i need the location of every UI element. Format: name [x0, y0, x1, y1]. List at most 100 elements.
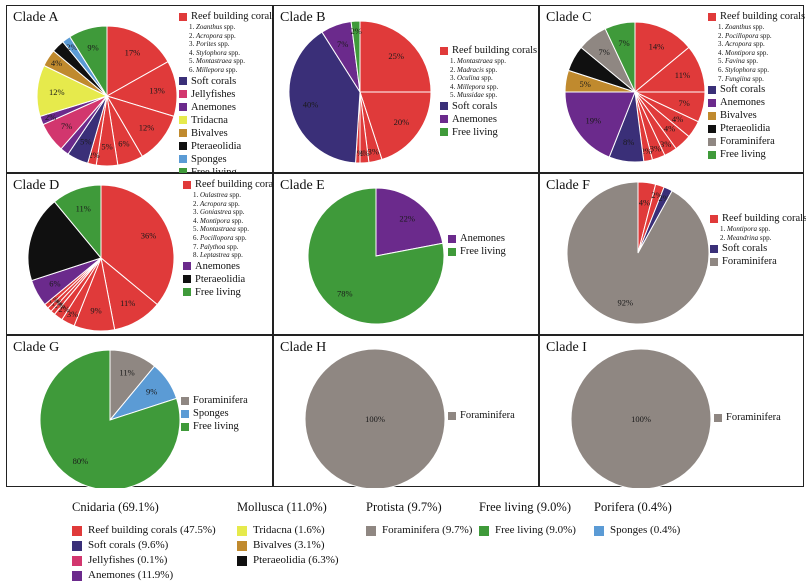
summary-group-protista-9-7: Protista (9.7%) Foraminifera (9.7%) — [366, 500, 472, 538]
pie-slice-pteraeolidia — [27, 201, 102, 282]
legend-entry-reef-building-corals: Reef building corals — [183, 178, 280, 191]
data-label: 36% — [141, 231, 157, 241]
legend-entry-pteraeolidia: Pteraeolidia — [183, 273, 280, 286]
pie-chart: 100% — [570, 348, 712, 488]
legend-swatch — [183, 262, 191, 271]
summary-label: Soft corals (9.6%) — [88, 539, 169, 551]
data-label: 2% — [58, 304, 69, 314]
legend-label: Free living — [460, 246, 506, 257]
data-label: 17% — [125, 47, 141, 57]
pie-slice-reef-building-corals-1 — [359, 20, 432, 93]
legend-entry-foraminifera: Foraminifera — [714, 411, 781, 424]
legend-swatch — [181, 409, 189, 418]
summary-swatch — [72, 570, 82, 581]
legend-label: Tridacna — [191, 114, 228, 126]
panel-title: Clade H — [280, 340, 327, 355]
legend-entry-free-living: Free living — [448, 245, 506, 258]
summary-swatch — [72, 540, 82, 551]
pie-slice-free-living — [39, 349, 181, 488]
pie-chart: 22% 78% — [307, 187, 445, 325]
data-label: 5% — [80, 137, 91, 147]
legend: Foraminifera Sponges Free living — [181, 394, 248, 433]
data-label: 4% — [664, 124, 675, 134]
legend-swatch — [708, 12, 716, 21]
summary-swatch — [237, 555, 247, 566]
panel-clade-a: Clade A 17% 13% 12% 6% 5% 2% 5% 7% 2% 12% 4% 2% 9% R… — [6, 5, 276, 178]
legend-entry-free-living: Free living — [440, 126, 537, 139]
legend-sublabel: 1. Montastraea spp. — [450, 57, 507, 65]
pie-chart: 36%11%9%3%2%1%1%1%6%11% — [27, 184, 175, 332]
summary-swatch — [72, 555, 82, 566]
legend-entry-sponges: Sponges — [179, 153, 276, 166]
panel-title: Clade G — [13, 340, 60, 355]
panel-clade-c: Clade C 14% 11% 7% 4% 4% 3% 3% 2% 8% 19% 5% 7% 7% Re… — [539, 5, 805, 173]
pie-slice-reef-building-corals-1 — [634, 21, 690, 94]
legend-label: Foraminifera — [722, 256, 777, 268]
summary-item-sponges-0-4: Sponges (0.4%) — [594, 523, 680, 538]
legend-swatch — [448, 411, 456, 420]
summary-group-title: Free living (9.0%) — [479, 500, 571, 514]
legend-label: Foraminifera — [726, 412, 781, 423]
summary-item-free-living-9-0: Free living (9.0%) — [479, 523, 576, 538]
legend-entry-free-living: Free living — [708, 148, 805, 161]
legend-entry-sponges: Sponges — [181, 407, 248, 420]
pie-chart: 17%13%12%6%5%2%5%7%2%12%4%2% 9% — [36, 25, 178, 167]
legend: Foraminifera — [714, 411, 781, 424]
summary-group-porifera-0-4: Porifera (0.4%) Sponges (0.4%) — [594, 500, 680, 538]
legend-swatch — [708, 98, 716, 107]
legend-entry-tridacna: Tridacna — [179, 114, 276, 127]
data-label: 2% — [651, 190, 662, 200]
legend-entry-anemones: Anemones — [440, 113, 537, 126]
legend-label: Sponges — [191, 153, 227, 165]
legend-sublabel: 3. Porites spp. — [189, 40, 230, 49]
summary-group-free-living-9-0: Free living (9.0%) Free living (9.0%) — [479, 500, 576, 538]
pie-slice-foraminifera — [566, 181, 710, 325]
legend: Reef building corals 1. Montastraea spp. 2… — [440, 44, 537, 139]
panel-title: Clade C — [546, 10, 592, 25]
pie-chart: 4%2%2%92% — [566, 181, 710, 325]
pie-chart: 14%11%7%4%4%3%3%2%8%19%5%7%7% — [564, 21, 706, 163]
data-label: 1% — [51, 297, 62, 307]
summary-swatch — [72, 525, 82, 536]
data-label: 12% — [139, 122, 155, 132]
summary-label: Foraminifera (9.7%) — [382, 524, 473, 536]
data-label: 7% — [61, 121, 72, 131]
legend-label: Reef building corals — [722, 213, 806, 224]
legend-sublabel: 1. Zoanthus spp. — [718, 23, 765, 31]
legend-sublabel: 4. Stylophora spp. — [189, 48, 240, 57]
legend-sublabel: 4. Millepora spp. — [450, 82, 499, 91]
legend-sublabel: 5. Montastraea spp. — [189, 57, 246, 66]
panel-title: Clade I — [546, 340, 587, 355]
legend-swatch — [448, 247, 456, 256]
legend-swatch — [179, 77, 187, 86]
legend-label: Foraminifera — [460, 410, 515, 421]
data-label: 19% — [586, 115, 602, 125]
summary-item-bivalves-3-1: Bivalves (3.1%) — [237, 538, 339, 553]
summary-swatch — [366, 525, 376, 536]
panel-title: Clade E — [280, 178, 325, 193]
legend-swatch — [714, 413, 722, 422]
data-label: 11% — [120, 298, 135, 308]
legend-label: Free living — [452, 126, 498, 138]
legend-entry-free-living: Free living — [183, 286, 280, 299]
pie-slice-free-living — [307, 187, 445, 325]
data-label: 4% — [639, 197, 650, 207]
panel-clade-g: Clade G 11% 9% 80% Foraminifera Sponges Free… — [6, 335, 273, 488]
data-label: 92% — [617, 298, 633, 308]
legend-swatch — [708, 85, 716, 94]
pie-slice-foraminifera — [304, 348, 446, 488]
summary-swatch — [479, 525, 489, 536]
data-label: 7% — [679, 98, 690, 108]
legend-label: Anemones — [720, 97, 765, 109]
data-label: 80% — [73, 456, 89, 466]
legend-swatch — [710, 257, 718, 266]
data-label: 2% — [641, 146, 652, 156]
panel-clade-e: Clade E 22% 78% Anemones Free living — [273, 173, 539, 335]
data-label: 1% — [48, 295, 59, 305]
data-label: 25% — [388, 51, 404, 61]
pie-slice-anemones — [564, 91, 636, 158]
data-label: 13% — [149, 86, 165, 96]
legend-entry-free-living: Free living — [181, 420, 248, 433]
data-label: 6% — [118, 138, 129, 148]
legend-entry-free-living: Free living — [179, 166, 276, 179]
